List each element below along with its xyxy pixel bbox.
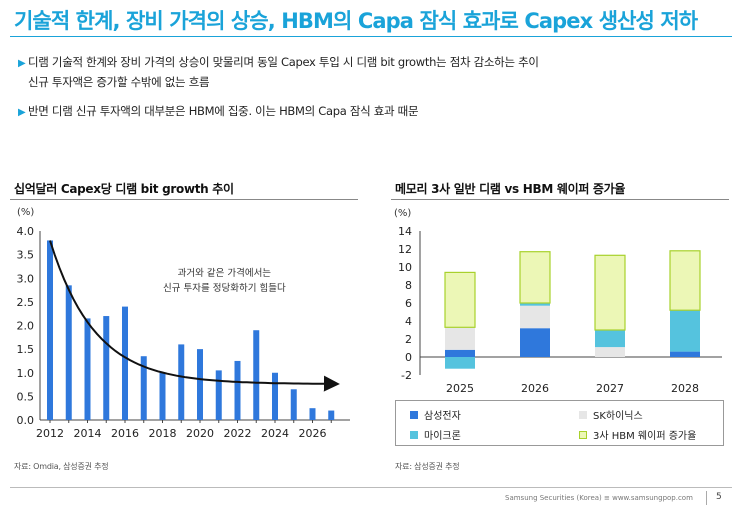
y-tick-label: 10 [398,261,412,274]
x-tick-label: 2026 [299,427,327,440]
right-chart-legend: 삼성전자 SK하이닉스 마이크론 3사 HBM 웨이퍼 증가율 [395,400,724,446]
legend-swatch-skhynix [579,410,587,419]
legend-label-skhynix: SK하이닉스 [593,411,643,422]
x-tick-label: 2028 [671,382,699,395]
y-tick-label: 12 [398,243,412,256]
x-tick-label: 2027 [596,382,624,395]
stacked-bar-segment [444,271,476,328]
left-chart-divider [10,199,358,200]
bar [47,240,53,420]
y-tick-label: 4 [405,315,412,328]
footer-divider [10,487,732,488]
bar [272,372,278,420]
footer-separator [706,491,707,505]
legend-swatch-hbm [579,430,587,439]
bar [309,408,316,420]
stacked-bar-segment [670,310,700,352]
y-tick-label: 0.5 [17,390,35,403]
bar [140,356,147,420]
bar [84,318,91,420]
right-chart-divider [391,199,729,200]
bar [103,316,110,420]
left-chart-title: 십억달러 Capex당 디램 bit growth 추이 [14,182,234,196]
stacked-bar-segment [595,347,625,357]
x-tick-label: 2024 [261,427,289,440]
bullet-1-line2: 신규 투자액은 증가할 수밖에 없는 흐름 [28,75,210,89]
x-tick-label: 2025 [446,382,474,395]
y-tick-label: 3.0 [17,272,35,285]
legend-swatch-samsung [410,410,418,419]
footer-text: Samsung Securities (Korea) ≡ www.samsung… [505,494,693,502]
page-title: 기술적 한계, 장비 가격의 상승, HBM의 Capa 잠식 효과로 Cape… [14,9,698,33]
x-tick-label: 2016 [111,427,139,440]
y-tick-label: 4.0 [17,225,35,238]
bullet-arrow-icon: ▶ [18,107,26,118]
bar [234,360,241,420]
x-tick-label: 2020 [186,427,214,440]
legend-swatch-micron [410,430,418,439]
y-tick-label: 14 [398,225,412,238]
left-chart-unit: (%) [17,207,35,218]
legend-label-hbm: 3사 HBM 웨이퍼 증가율 [593,431,697,442]
stacked-bar-segment [520,303,550,306]
left-chart-source: 자료: Omdia, 삼성증권 추정 [14,462,109,471]
legend-label-samsung: 삼성전자 [424,411,461,422]
y-tick-label: 2.5 [17,296,35,309]
bullet-2: ▶ 반면 디램 신규 투자액의 대부분은 HBM에 집중. 이는 HBM의 Cap… [18,102,419,122]
bar [159,372,166,420]
bar [197,349,203,420]
x-tick-label: 2014 [74,427,102,440]
title-divider [10,36,732,37]
legend-item-hbm: 3사 HBM 웨이퍼 증가율 [579,427,696,442]
stacked-bar-segment [594,254,626,331]
bar [122,306,128,420]
stacked-bar-segment [519,251,551,304]
bullet-1-line1: 디램 기술적 한계와 장비 가격의 상승이 맞물리며 동일 Capex 투입 시… [28,55,539,69]
y-tick-label: 1.0 [17,367,35,380]
bar [215,370,222,420]
stacked-bar-segment [520,328,550,357]
y-tick-label: 6 [405,297,412,310]
legend-item-skhynix: SK하이닉스 [579,407,643,422]
left-chart-annotation: 과거와 같은 가격에서는 신규 투자를 정당화하기 힘들다 [163,266,286,296]
stacked-bar-segment [520,305,550,329]
stacked-bar-segment [670,351,700,357]
bullet-1: ▶ 디램 기술적 한계와 장비 가격의 상승이 맞물리며 동일 Capex 투입 … [18,53,539,92]
legend-item-samsung: 삼성전자 [410,407,461,422]
bar [290,389,297,420]
bar [328,410,335,420]
bullet-2-line1: 반면 디램 신규 투자액의 대부분은 HBM에 집중. 이는 HBM의 Capa… [28,104,419,118]
bar [65,285,72,420]
annotation-line-2: 신규 투자를 정당화하기 힘들다 [163,283,286,294]
y-tick-label: 1.5 [17,343,35,356]
y-tick-label: 3.5 [17,249,35,262]
right-chart-unit: (%) [394,208,412,219]
right-chart-title: 메모리 3사 일반 디램 vs HBM 웨이퍼 증가율 [395,182,626,196]
y-tick-label: 8 [405,279,412,292]
y-tick-label: 2.0 [17,320,35,333]
stacked-bar-segment [669,250,701,311]
x-tick-label: 2022 [224,427,252,440]
x-tick-label: 2012 [36,427,64,440]
stacked-bar-segment [445,327,475,350]
legend-label-micron: 마이크론 [424,431,461,442]
stacked-bar-segment [445,357,475,369]
y-tick-label: 0 [405,351,412,364]
y-tick-label: -2 [401,369,412,382]
y-tick-label: 0.0 [17,414,35,427]
bullet-arrow-icon: ▶ [18,58,26,69]
bar [253,330,260,420]
page-number: 5 [716,492,722,502]
stacked-bar-segment [445,349,475,357]
right-chart-source: 자료: 삼성증권 추정 [395,462,460,471]
x-tick-label: 2018 [149,427,177,440]
trend-curve [49,240,340,392]
annotation-line-1: 과거와 같은 가격에서는 [177,268,272,279]
x-tick-label: 2026 [521,382,549,395]
bar [178,344,185,420]
stacked-bar-segment [595,330,625,348]
y-tick-label: 2 [405,333,412,346]
legend-item-micron: 마이크론 [410,427,461,442]
